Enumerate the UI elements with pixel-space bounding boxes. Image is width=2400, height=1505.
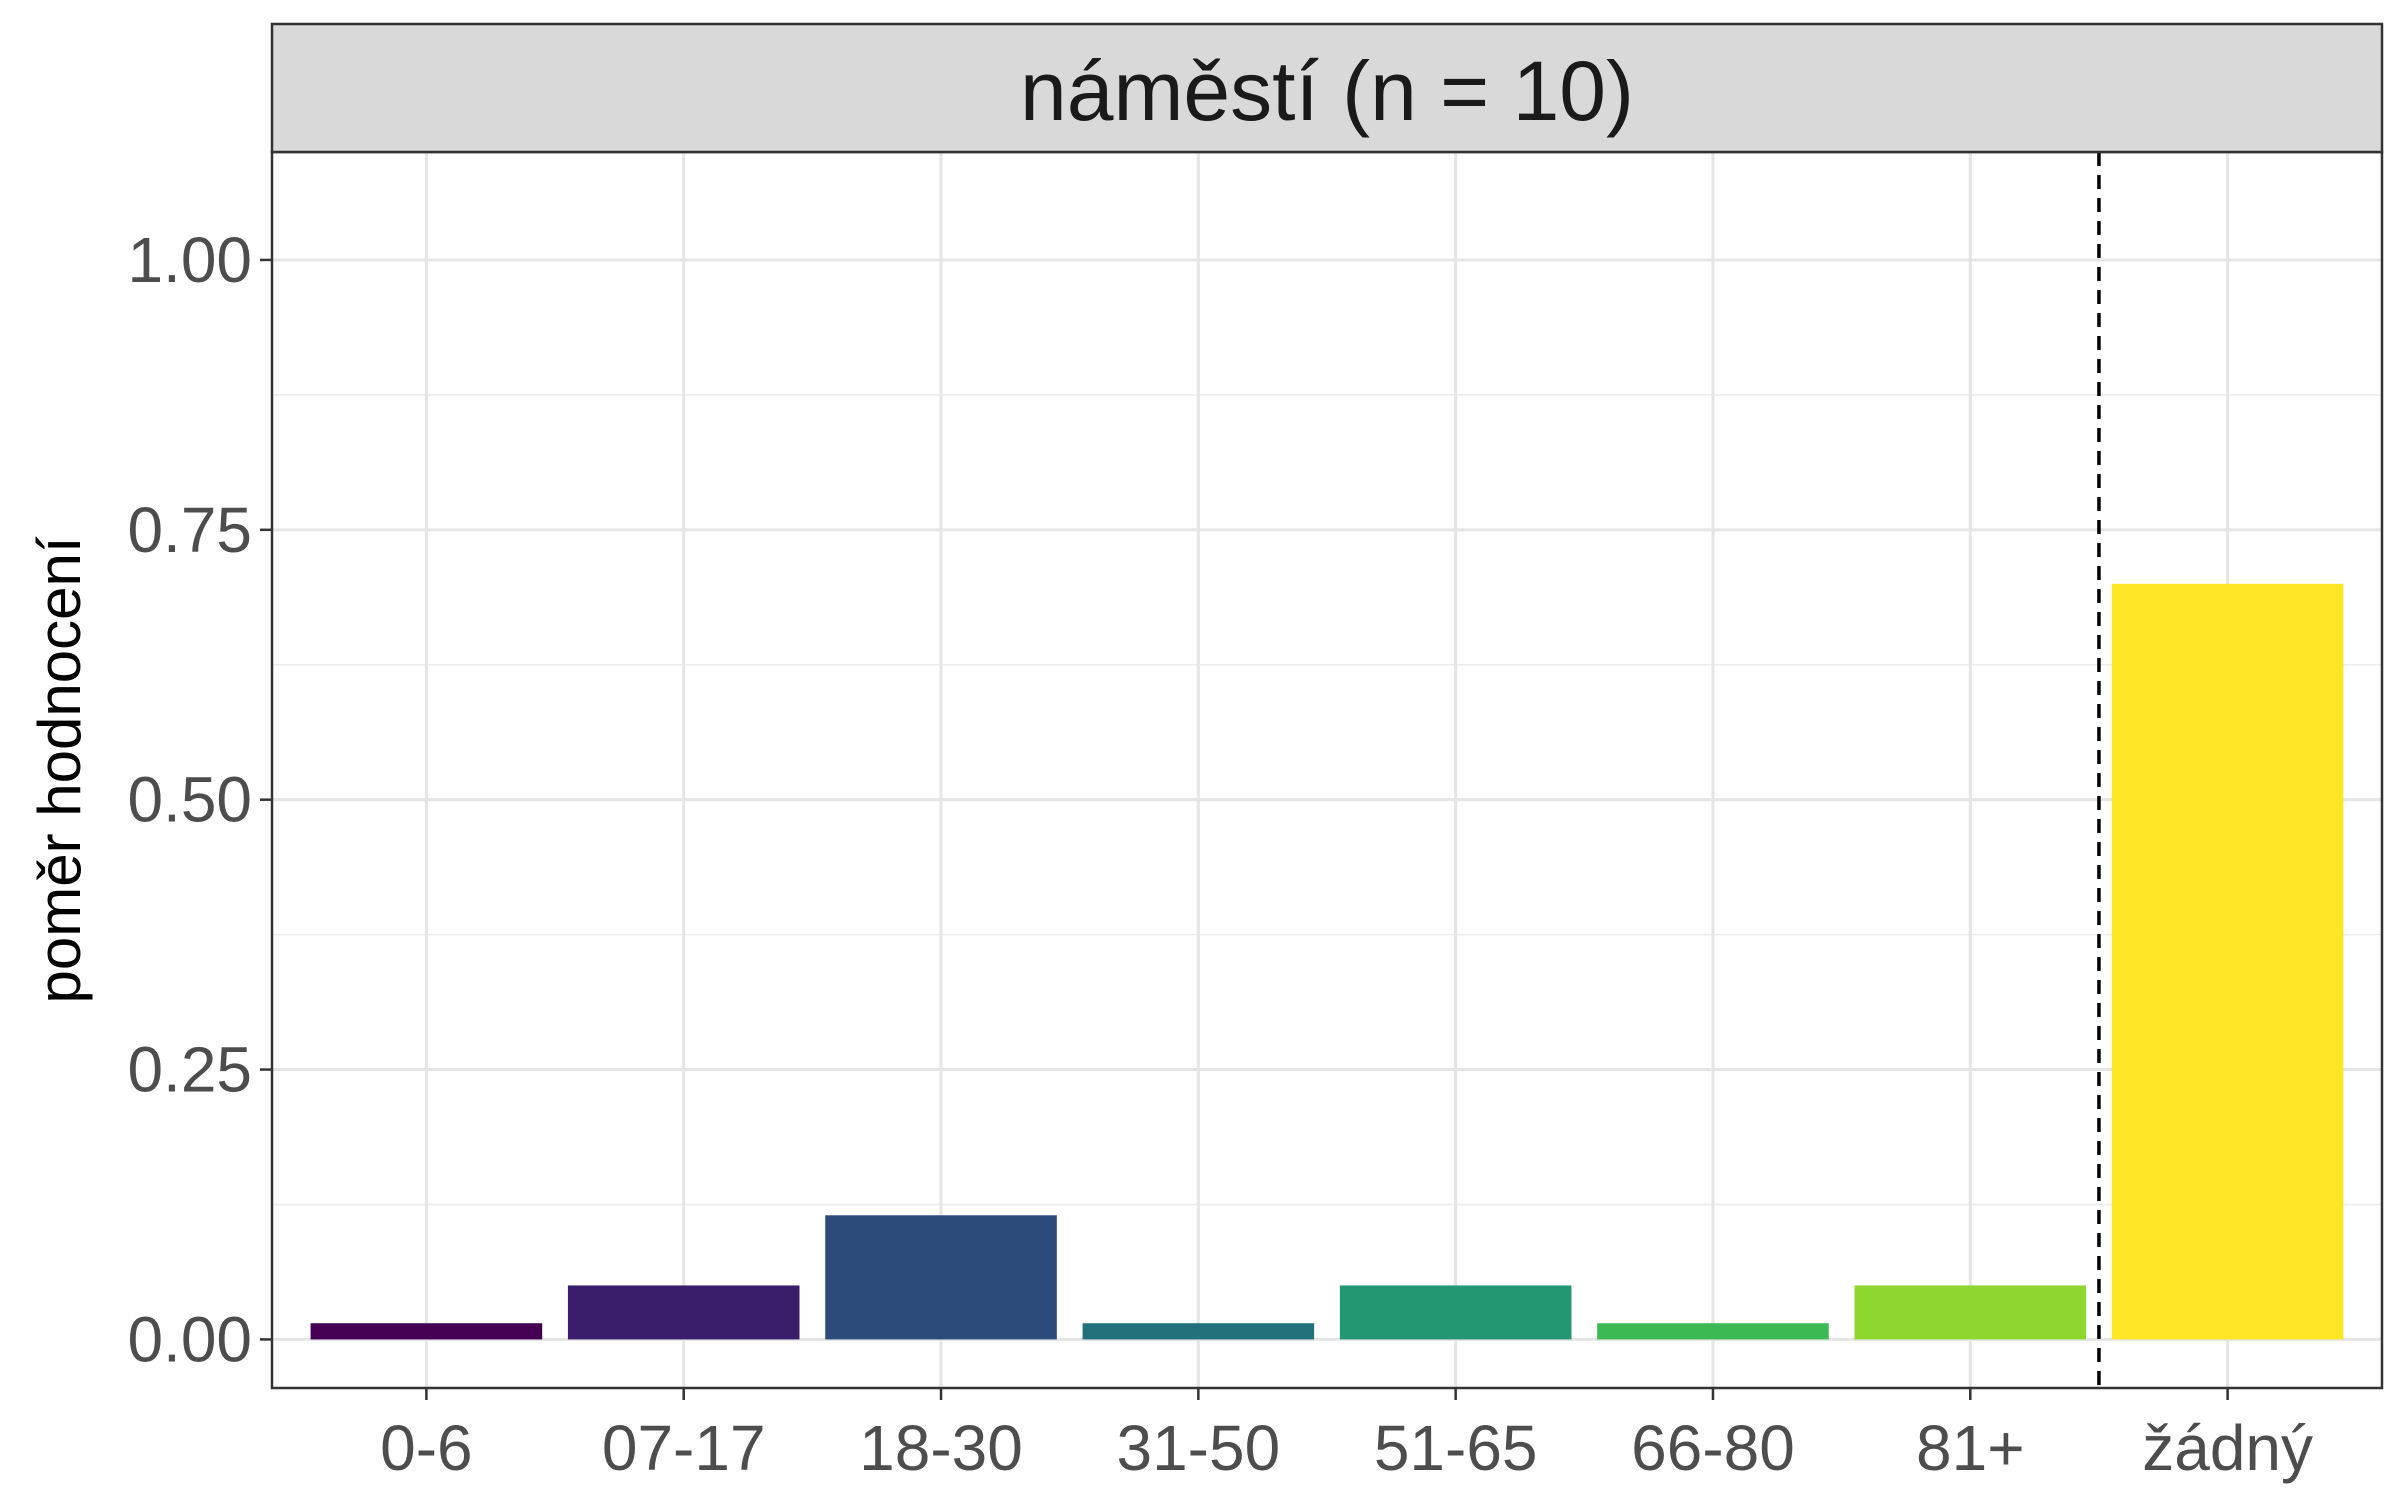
- facet-strip: náměstí (n = 10): [270, 22, 2384, 154]
- x-tick-label: žádný: [2142, 1412, 2313, 1484]
- bar-0-6: [310, 1323, 543, 1340]
- bar-31-50: [1082, 1323, 1315, 1340]
- facet-strip-background: [270, 22, 2384, 154]
- x-axis: 0-6 07-17 18-30 31-50 51-65 66-80 81+ žádný: [380, 1388, 2313, 1484]
- bar-dn: [2111, 583, 2344, 1340]
- x-tick-label: 81+: [1916, 1412, 2025, 1484]
- chart-title: náměstí (n = 10): [1020, 44, 1634, 138]
- x-tick-label: 66-80: [1631, 1412, 1795, 1484]
- x-tick-label: 07-17: [602, 1412, 766, 1484]
- bars-layer: [310, 583, 2344, 1340]
- y-tick-label: 0.00: [127, 1303, 252, 1375]
- bar-66-80: [1597, 1323, 1829, 1340]
- x-tick-label: 0-6: [380, 1412, 473, 1484]
- grid-layer: [272, 152, 2382, 1388]
- y-axis-label: poměr hodnocení: [26, 536, 93, 1003]
- y-tick-label: 0.75: [127, 494, 252, 566]
- x-tick-label: 51-65: [1374, 1412, 1538, 1484]
- y-axis: 0.00 0.25 0.50 0.75 1.00: [127, 224, 272, 1375]
- y-tick-label: 0.25: [127, 1034, 252, 1106]
- y-tick-label: 1.00: [127, 224, 252, 296]
- bar-81: [1854, 1285, 2087, 1340]
- x-tick-label: 31-50: [1116, 1412, 1280, 1484]
- bar-51-65: [1339, 1285, 1572, 1340]
- bar-07-17: [567, 1285, 800, 1340]
- x-tick-label: 18-30: [859, 1412, 1023, 1484]
- y-tick-label: 0.50: [127, 764, 252, 836]
- bar-18-30: [825, 1215, 1057, 1340]
